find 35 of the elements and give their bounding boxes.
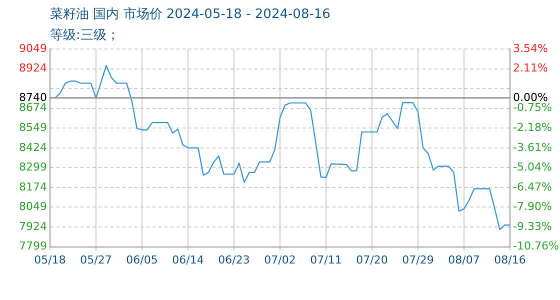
y2-tick-label: -7.90% — [513, 200, 552, 214]
chart-subtitle: 等级:三级； — [50, 27, 120, 44]
x-tick-label: 06/23 — [218, 253, 250, 266]
x-tick-label: 08/16 — [494, 253, 526, 266]
y-tick-label: 8299 — [19, 160, 47, 174]
y-tick-label: 8924 — [19, 62, 47, 75]
y2-tick-label: -3.61% — [513, 140, 552, 154]
y-tick-label: 8549 — [19, 120, 47, 134]
y-tick-label: 9049 — [19, 42, 47, 55]
y2-tick-label: 2.11% — [513, 62, 548, 75]
y2-tick-label: -6.47% — [513, 180, 552, 194]
y-tick-label: 8674 — [19, 101, 47, 114]
y-tick-label: 8174 — [19, 180, 47, 194]
x-tick-label: 07/20 — [356, 253, 388, 266]
x-tick-label: 05/27 — [80, 253, 112, 266]
chart-title: 菜籽油 国内 市场价 2024-05-18 - 2024-08-16 — [50, 6, 330, 23]
x-tick-label: 07/11 — [310, 253, 342, 266]
y-tick-label: 8424 — [19, 140, 47, 154]
y-tick-label: 8049 — [19, 200, 47, 214]
y2-tick-label: -5.04% — [513, 160, 552, 174]
x-tick-label: 07/02 — [264, 253, 296, 266]
y2-tick-label: -2.18% — [513, 120, 552, 134]
x-tick-label: 06/05 — [126, 253, 158, 266]
y2-tick-label: 0.00% — [513, 90, 548, 104]
x-tick-label: 08/07 — [448, 253, 480, 266]
y2-tick-label: -9.33% — [513, 220, 552, 233]
x-tick-label: 07/29 — [402, 253, 434, 266]
y-tick-label: 7799 — [19, 240, 47, 253]
x-tick-label: 06/14 — [172, 253, 204, 266]
y-tick-label: 8740 — [19, 90, 47, 104]
y2-tick-label: -0.75% — [513, 101, 552, 114]
y2-tick-label: 3.54% — [513, 42, 548, 55]
x-tick-label: 05/18 — [34, 253, 66, 266]
y2-tick-label: -10.76% — [513, 240, 559, 253]
y-tick-label: 7924 — [19, 220, 47, 233]
